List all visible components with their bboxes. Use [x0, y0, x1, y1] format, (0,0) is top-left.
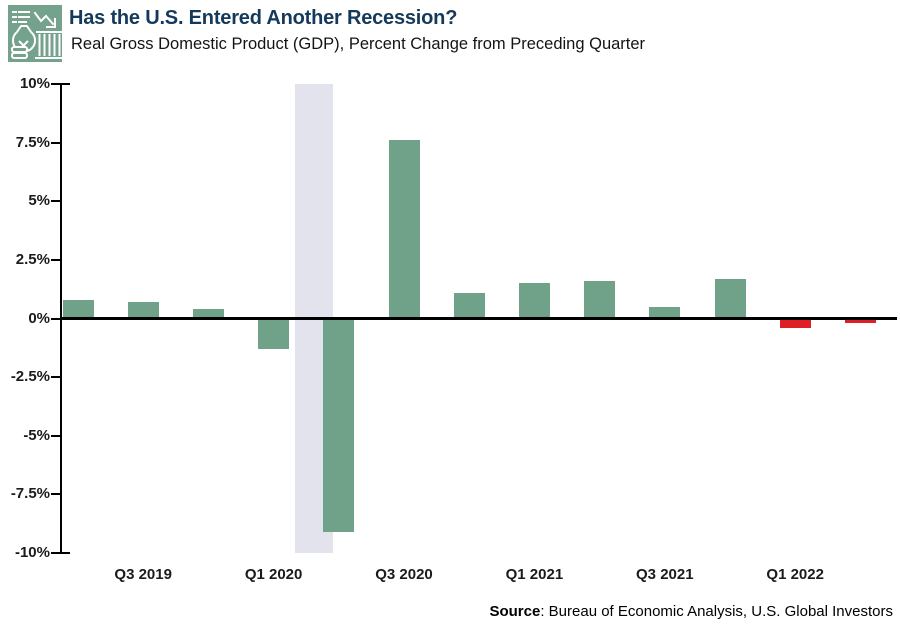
y-tick-label: 0%: [28, 309, 50, 327]
y-axis-top-cap: [62, 83, 70, 85]
bar-q4-2020: [453, 292, 485, 319]
bar-q1-2020: [258, 318, 290, 349]
bar-q2-2022: [844, 318, 876, 324]
y-tick-mark: [51, 258, 60, 261]
source-text: : Bureau of Economic Analysis, U.S. Glob…: [540, 603, 893, 620]
y-tick-mark: [51, 493, 60, 496]
y-tick-label: -5%: [23, 426, 50, 444]
source-note: Source: Bureau of Economic Analysis, U.S…: [489, 602, 893, 622]
y-tick-mark: [51, 83, 60, 85]
y-axis-bottom-cap: [62, 552, 70, 554]
x-axis-label: Q1 2021: [505, 566, 564, 583]
y-tick-mark: [51, 200, 60, 203]
y-tick-label: 10%: [19, 75, 50, 92]
bar-q3-2021: [649, 306, 681, 319]
bar-q2-2021: [584, 280, 616, 319]
y-tick-label: 7.5%: [15, 133, 50, 151]
bar-q4-2021: [714, 278, 746, 319]
x-axis-label: Q3 2019: [114, 566, 172, 583]
source-label: Source: [489, 603, 541, 620]
chart-header: Has the U.S. Entered Another Recession? …: [8, 5, 645, 62]
chart-title: Has the U.S. Entered Another Recession?: [69, 7, 458, 29]
bar-q1-2021: [518, 283, 550, 319]
y-tick-mark: [51, 552, 60, 554]
zero-line: [60, 317, 897, 320]
bar-q3-2020: [388, 140, 420, 319]
y-tick-mark: [51, 141, 60, 144]
x-axis-label: Q1 2020: [244, 566, 303, 583]
chart-titles: Has the U.S. Entered Another Recession? …: [69, 5, 645, 55]
y-tick-label: -10%: [14, 544, 50, 561]
y-tick-mark: [51, 317, 60, 320]
bar-q1-2022: [779, 318, 811, 328]
y-tick-label: -7.5%: [10, 485, 50, 503]
y-tick-label: 2.5%: [15, 250, 50, 268]
y-tick-label: -2.5%: [10, 368, 50, 386]
y-tick-mark: [51, 434, 60, 437]
bar-q2-2020: [323, 318, 355, 532]
x-axis-label: Q3 2021: [636, 566, 694, 583]
bar-q2-2019: [62, 299, 94, 319]
x-axis-label: Q3 2020: [375, 566, 433, 583]
bar-q3-2019: [127, 302, 159, 319]
economy-icon-svg: [8, 5, 63, 62]
bar-q4-2019: [192, 309, 224, 319]
chart-subtitle: Real Gross Domestic Product (GDP), Perce…: [71, 35, 646, 53]
y-tick-mark: [51, 376, 60, 379]
x-axis-label: Q1 2022: [766, 566, 824, 583]
economy-icon: [8, 5, 63, 62]
y-tick-label: 5%: [28, 192, 50, 210]
